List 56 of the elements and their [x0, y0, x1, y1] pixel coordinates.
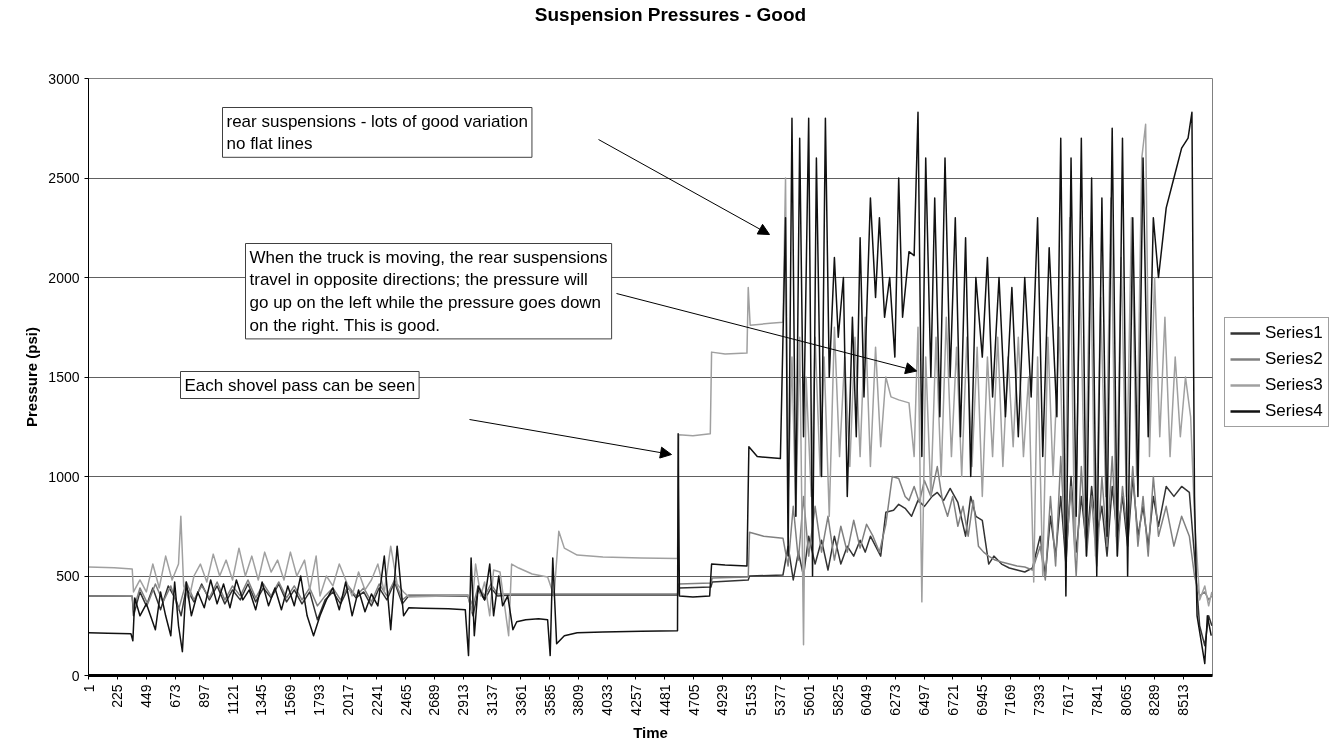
x-tick-label: 8289: [1146, 684, 1163, 716]
legend-label: Series3: [1265, 374, 1323, 395]
x-tick-label: 6721: [944, 684, 961, 716]
x-tick-label: 1793: [311, 684, 328, 716]
x-tick-label: 1121: [224, 684, 241, 715]
x-tick-label: 6945: [973, 684, 990, 716]
annotation: rear suspensions - lots of good variation no flat lines: [226, 111, 528, 154]
x-tick-label: 2241: [368, 684, 385, 716]
x-tick-label: 8065: [1117, 684, 1134, 716]
x-tick-label: 897: [195, 684, 212, 708]
y-tick-label: 1000: [48, 468, 80, 485]
x-axis-title: Time: [633, 723, 668, 741]
x-tick-label: 673: [167, 684, 184, 708]
x-tick-label: 1569: [282, 684, 299, 716]
x-tick-label: 5601: [800, 684, 817, 716]
x-tick-label: 6497: [916, 684, 933, 716]
x-tick-label: 6049: [858, 684, 875, 716]
y-tick-label: 500: [56, 568, 80, 584]
x-tick-label: 5153: [743, 684, 760, 716]
x-tick-label: 8513: [1175, 684, 1192, 716]
x-tick-label: 225: [109, 684, 126, 708]
x-tick-label: 4481: [656, 684, 673, 716]
x-tick-label: 7841: [1088, 684, 1105, 716]
x-tick-label: 3809: [570, 684, 587, 716]
y-axis-title: Pressure (psi): [23, 326, 41, 428]
x-tick-label: 3585: [541, 684, 558, 716]
x-tick-label: 5825: [829, 684, 846, 716]
x-tick-label: 6273: [887, 684, 904, 716]
x-tick-label: 7617: [1060, 684, 1077, 716]
x-tick-label: 1: [80, 684, 97, 693]
x-tick-label: 2913: [455, 684, 472, 716]
annotation: Each shovel pass can be seen: [184, 375, 416, 395]
x-tick-label: 2689: [426, 684, 443, 716]
y-tick-label: 0: [71, 667, 80, 684]
x-tick-label: 4257: [627, 684, 644, 716]
x-tick-label: 3137: [483, 684, 500, 716]
legend-label: Series4: [1265, 400, 1323, 421]
x-tick-label: 2465: [397, 684, 414, 716]
x-tick-label: 5377: [772, 684, 788, 716]
legend-label: Series1: [1265, 322, 1323, 343]
x-tick-label: 3361: [512, 684, 529, 716]
x-tick-label: 449: [138, 684, 155, 708]
chart-title: Suspension Pressures - Good: [534, 3, 807, 27]
x-tick-label: 4705: [685, 684, 702, 716]
x-tick-label: 1345: [253, 684, 270, 716]
x-tick-label: 7169: [1002, 684, 1019, 716]
x-tick-label: 4929: [714, 684, 731, 716]
x-tick-label: 2017: [339, 684, 356, 716]
y-tick-label: 2000: [48, 269, 80, 286]
legend-label: Series2: [1265, 348, 1323, 369]
x-tick-label: 4033: [599, 684, 616, 716]
x-tick-label: 7393: [1031, 684, 1048, 716]
annotation: When the truck is moving, the rear suspensions travel in opposite directions; the pressure will go up on the left while the pressure goes down on the right. This is good.: [249, 247, 608, 335]
y-tick-label: 3000: [48, 70, 80, 87]
y-tick-label: 2500: [48, 170, 80, 186]
y-tick-label: 1500: [48, 369, 80, 385]
